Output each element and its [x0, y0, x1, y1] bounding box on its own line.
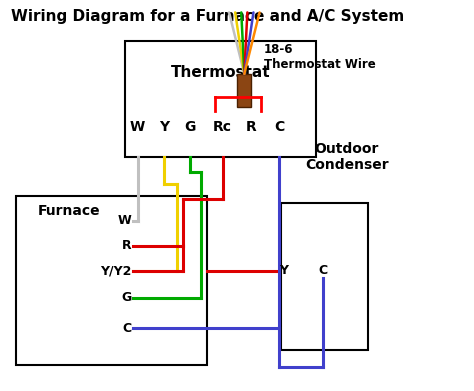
Bar — [16, 196, 207, 365]
Text: R: R — [121, 239, 131, 252]
Text: Outdoor
Condenser: Outdoor Condenser — [305, 142, 388, 172]
Text: Y: Y — [279, 264, 288, 277]
Text: C: C — [122, 322, 131, 335]
Text: Wiring Diagram for a Furnace and A/C System: Wiring Diagram for a Furnace and A/C Sys… — [11, 9, 405, 23]
Bar — [281, 203, 368, 350]
Text: G: G — [121, 291, 131, 304]
Text: Thermostat: Thermostat — [171, 65, 270, 80]
Text: C: C — [274, 120, 284, 134]
Text: Y: Y — [159, 120, 169, 134]
Text: Y/Y2: Y/Y2 — [100, 264, 131, 277]
Text: W: W — [118, 214, 131, 227]
Text: C: C — [318, 264, 327, 277]
Bar — [237, 74, 251, 107]
Text: Furnace: Furnace — [37, 204, 100, 218]
Text: R: R — [246, 120, 256, 134]
Text: Rc: Rc — [213, 120, 232, 134]
Text: W: W — [130, 120, 146, 134]
Text: 18-6
Thermostat Wire: 18-6 Thermostat Wire — [264, 43, 376, 71]
Bar — [125, 41, 316, 157]
Text: G: G — [184, 120, 196, 134]
